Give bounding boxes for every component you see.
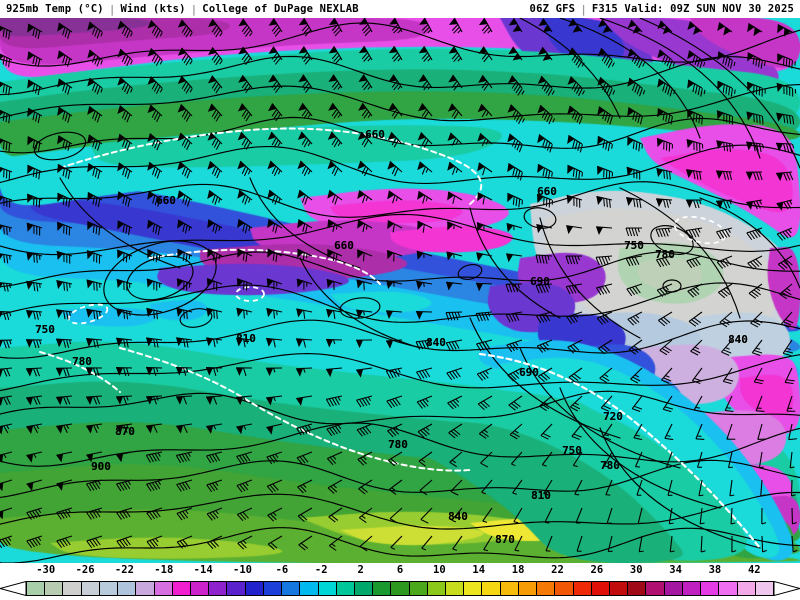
colorbar-swatch — [99, 582, 119, 595]
colorbar-swatch — [81, 582, 100, 595]
header-field-valid-time: F315 Valid: 09Z SUN NOV 30 2025 — [591, 3, 794, 15]
colorbar-tick-label: 38 — [708, 564, 722, 576]
colorbar-tick-label: -14 — [193, 564, 213, 576]
header-field-source: College of DuPage NEXLAB — [202, 3, 359, 15]
colorbar-swatch — [446, 582, 465, 595]
colorbar-swatch — [118, 582, 137, 595]
colorbar-swatch — [518, 582, 538, 595]
header-left-group: 925mb Temp (°C) | Wind (kts) | College o… — [6, 3, 359, 16]
colorbar-tick-label: -6 — [275, 564, 289, 576]
colorbar-swatch — [409, 582, 428, 595]
colorbar: -30 -26 -22 -18 -14 -10 -6 -2 2 6 10 14 18 22 26 30 34 38… — [0, 563, 800, 600]
colorbar-swatch — [537, 582, 556, 595]
colorbar-swatch — [63, 582, 82, 595]
colorbar-tick-label: 34 — [669, 564, 682, 576]
colorbar-tick-label: 6 — [396, 564, 404, 576]
colorbar-swatch — [300, 582, 319, 595]
colorbar-swatch — [701, 582, 720, 595]
colorbar-tick-label: -10 — [233, 564, 252, 576]
colorbar-swatch — [427, 582, 447, 595]
colorbar-swatch — [373, 582, 392, 595]
colorbar-swatch — [664, 582, 683, 595]
colorbar-swatch — [646, 582, 665, 595]
colorbar-swatch — [154, 582, 173, 595]
colorbar-tick-label: 26 — [590, 564, 604, 576]
colorbar-tick-label: 22 — [551, 564, 564, 576]
header-field-model-run: 06Z GFS — [529, 3, 576, 15]
colorbar-tick-label: -30 — [36, 564, 56, 576]
colorbar-swatch — [755, 582, 773, 595]
colorbar-extend-high-arrow — [773, 580, 800, 597]
colorbar-swatch — [245, 582, 264, 595]
temperature-shading-layer — [0, 18, 800, 563]
colorbar-swatch — [628, 582, 647, 595]
colorbar-swatch — [555, 582, 574, 595]
colorbar-swatch — [500, 582, 519, 595]
colorbar-swatch — [391, 582, 410, 595]
header-right-group: 06Z GFS | F315 Valid: 09Z SUN NOV 30 202… — [530, 3, 794, 16]
colorbar-swatch — [227, 582, 246, 595]
colorbar-swatch — [682, 582, 702, 595]
colorbar-swatch — [464, 582, 483, 595]
colorbar-swatch — [482, 582, 501, 595]
colorbar-swatch — [136, 582, 155, 595]
header-separator: | — [580, 2, 587, 16]
colorbar-swatch — [737, 582, 756, 595]
colorbar-swatch — [610, 582, 629, 595]
colorbar-tick-label: 30 — [629, 564, 643, 576]
colorbar-swatch — [591, 582, 610, 595]
colorbar-swatch — [27, 582, 46, 595]
colorbar-tick-label: 42 — [747, 564, 761, 576]
colorbar-tick-label: -22 — [114, 564, 134, 576]
colorbar-tick-label: -2 — [314, 564, 328, 576]
colorbar-tick-label: 10 — [433, 564, 446, 576]
colorbar-swatch — [172, 582, 191, 595]
colorbar-swatch — [190, 582, 210, 595]
colorbar-tick-label: -18 — [154, 564, 174, 576]
colorbar-tick-label: -26 — [75, 564, 95, 576]
header-separator: | — [108, 2, 116, 16]
colorbar-tick-label: 14 — [472, 564, 486, 576]
colorbar-swatch — [354, 582, 374, 595]
colorbar-swatch — [209, 582, 228, 595]
colorbar-bar-row — [0, 580, 800, 597]
colorbar-swatch — [45, 582, 64, 595]
colorbar-swatches — [26, 581, 774, 596]
header-field-variable: 925mb Temp (°C) — [6, 3, 104, 15]
colorbar-extend-low-arrow — [0, 580, 27, 597]
header-separator: | — [190, 2, 198, 16]
colorbar-swatch — [282, 582, 301, 595]
colorbar-swatch — [336, 582, 355, 595]
colorbar-tick-label: 18 — [511, 564, 525, 576]
header-field-wind: Wind (kts) — [120, 3, 186, 15]
colorbar-tick-labels: -30 -26 -22 -18 -14 -10 -6 -2 2 6 10 14 18 22 26 30 34 38… — [0, 563, 800, 579]
header-bar: 925mb Temp (°C) | Wind (kts) | College o… — [0, 0, 800, 18]
map-viewport[interactable]: 660 660 660 660 660 660 660 660 690 690 690 690 750 7… — [0, 18, 800, 563]
colorbar-swatch — [719, 582, 738, 595]
colorbar-swatch — [318, 582, 337, 595]
colorbar-swatch — [573, 582, 592, 595]
colorbar-tick-label: 2 — [357, 564, 364, 576]
colorbar-swatch — [263, 582, 283, 595]
